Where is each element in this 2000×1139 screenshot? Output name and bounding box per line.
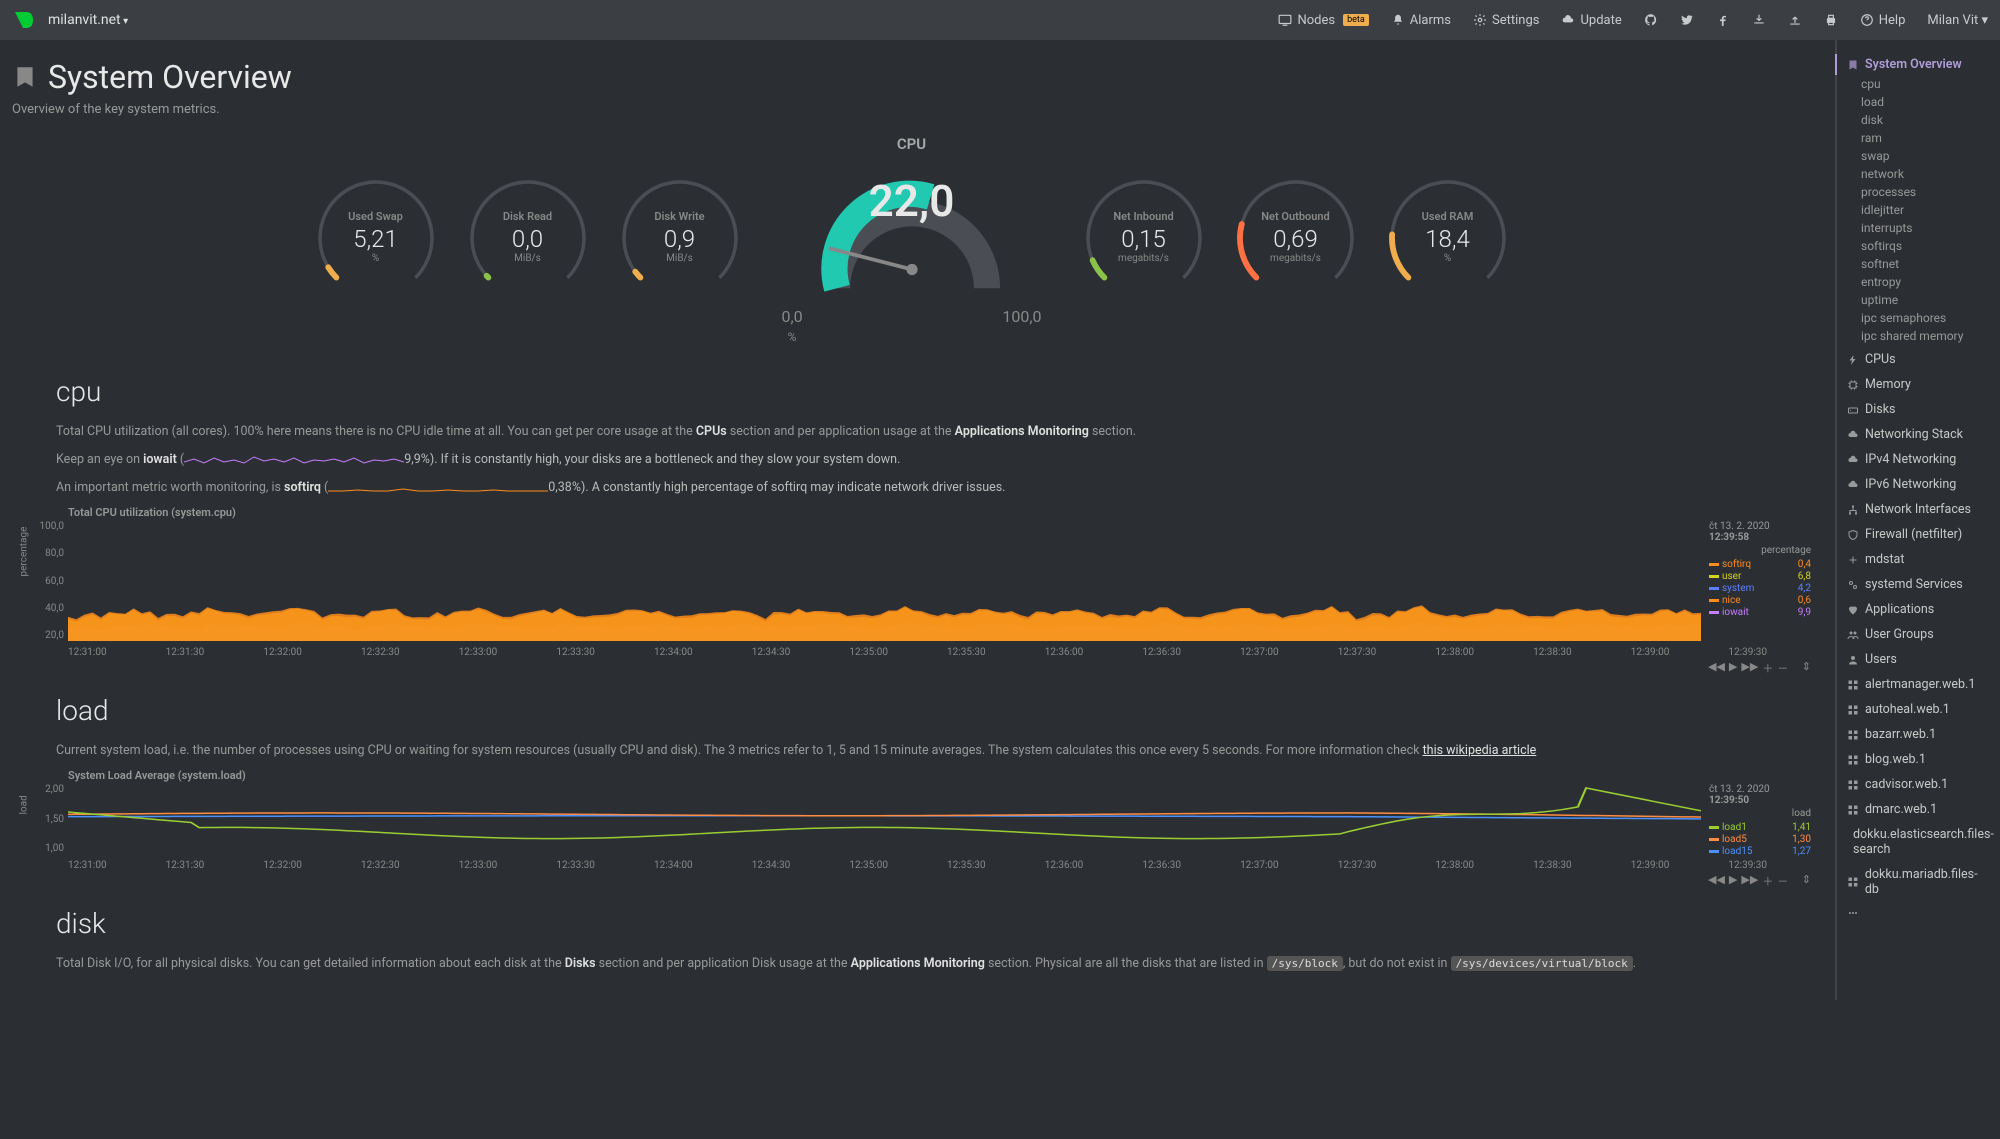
right-sidebar: System Overviewcpuloaddiskramswapnetwork…	[1835, 40, 2000, 1000]
gauge-netin[interactable]: Net Inbound 0,15 megabits/s	[1074, 168, 1214, 312]
load-desc: Current system load, i.e. the number of …	[56, 741, 1811, 761]
sidebar-item-systemd-services[interactable]: systemd Services	[1843, 574, 1994, 595]
section-title-disk: disk	[56, 907, 1811, 940]
page-title: System Overview	[48, 58, 292, 96]
sidebar-sub-softnet[interactable]: softnet	[1843, 255, 1994, 273]
sidebar-item-memory[interactable]: Memory	[1843, 374, 1994, 395]
chart-zoom-out[interactable]: －	[1777, 873, 1788, 889]
sidebar-item-user-groups[interactable]: User Groups	[1843, 624, 1994, 645]
sidebar-sub-swap[interactable]: swap	[1843, 147, 1994, 165]
nav-user-menu[interactable]: Milan Vit ▾	[1927, 13, 1988, 28]
sidebar-item-system-overview[interactable]: System Overview	[1835, 54, 1994, 75]
gauge-ram[interactable]: Used RAM 18,4 %	[1378, 168, 1518, 312]
sidebar-sub-uptime[interactable]: uptime	[1843, 291, 1994, 309]
cpu-desc-3: An important metric worth monitoring, is…	[56, 478, 1811, 498]
chart-rewind[interactable]: ◀◀	[1708, 660, 1725, 676]
sidebar-item-dokku-mariadb-files-db[interactable]: dokku.mariadb.files-db	[1843, 864, 1994, 900]
chart-rewind[interactable]: ◀◀	[1708, 873, 1725, 889]
sidebar-sub-disk[interactable]: disk	[1843, 111, 1994, 129]
nav-twitter-icon[interactable]	[1680, 13, 1694, 27]
cpu-chart-canvas[interactable]	[68, 521, 1701, 645]
sidebar-sub-ipc-semaphores[interactable]: ipc semaphores	[1843, 309, 1994, 327]
bookmark-icon	[12, 64, 38, 90]
sidebar-item-cadvisor-web-1[interactable]: cadvisor.web.1	[1843, 774, 1994, 795]
nav-facebook-icon[interactable]	[1716, 13, 1730, 27]
chart-resize[interactable]: ⇕	[1802, 873, 1811, 889]
section-title-load: load	[56, 694, 1811, 727]
sidebar-item-ipv6-networking[interactable]: IPv6 Networking	[1843, 474, 1994, 495]
sidebar-sub-idlejitter[interactable]: idlejitter	[1843, 201, 1994, 219]
chart-zoom-out[interactable]: －	[1777, 660, 1788, 676]
sidebar-item-cpus[interactable]: CPUs	[1843, 349, 1994, 370]
section-title-cpu: cpu	[56, 375, 1811, 408]
gauge-cpu-main[interactable]: CPU 22,0 0,0%100,0	[782, 135, 1042, 345]
load-chart: System Load Average (system.load) load 2…	[24, 769, 1811, 889]
sidebar-sub-entropy[interactable]: entropy	[1843, 273, 1994, 291]
chart-play[interactable]: ▶	[1729, 873, 1737, 889]
sidebar-sub-ipc-shared-memory[interactable]: ipc shared memory	[1843, 327, 1994, 345]
sidebar-item-bazarr-web-1[interactable]: bazarr.web.1	[1843, 724, 1994, 745]
cpu-desc-1: Total CPU utilization (all cores). 100% …	[56, 422, 1811, 442]
sidebar-item-dokku-elasticsearch-files-search[interactable]: dokku.elasticsearch.files-search	[1843, 824, 1994, 860]
nav-download-icon[interactable]	[1752, 13, 1766, 27]
wikipedia-link[interactable]: this wikipedia article	[1423, 743, 1537, 758]
gauge-swap[interactable]: Used Swap 5,21 %	[306, 168, 446, 312]
chart-play[interactable]: ▶	[1729, 660, 1737, 676]
nav-alarms[interactable]: Alarms	[1391, 13, 1451, 28]
sidebar-sub-processes[interactable]: processes	[1843, 183, 1994, 201]
nav-help[interactable]: Help	[1860, 13, 1906, 28]
sidebar-item-autoheal-web-1[interactable]: autoheal.web.1	[1843, 699, 1994, 720]
sidebar-sub-interrupts[interactable]: interrupts	[1843, 219, 1994, 237]
sidebar-item-dmarc-web-1[interactable]: dmarc.web.1	[1843, 799, 1994, 820]
sidebar-sub-softirqs[interactable]: softirqs	[1843, 237, 1994, 255]
netdata-logo-icon	[12, 8, 36, 32]
sidebar-item-alertmanager-web-1[interactable]: alertmanager.web.1	[1843, 674, 1994, 695]
sidebar-item-applications[interactable]: Applications	[1843, 599, 1994, 620]
disk-desc: Total Disk I/O, for all physical disks. …	[56, 954, 1811, 974]
nav-print-icon[interactable]	[1824, 13, 1838, 27]
gauges-row: Used Swap 5,21 % Disk Read 0,0 MiB/s Dis…	[12, 135, 1811, 345]
cpu-chart: Total CPU utilization (system.cpu) perce…	[24, 506, 1811, 676]
nav-settings[interactable]: Settings	[1473, 13, 1539, 28]
sidebar-item-disks[interactable]: Disks	[1843, 399, 1994, 420]
sidebar-item-network-interfaces[interactable]: Network Interfaces	[1843, 499, 1994, 520]
chart-zoom-in[interactable]: ＋	[1762, 873, 1773, 889]
sidebar-item-firewall-netfilter-[interactable]: Firewall (netfilter)	[1843, 524, 1994, 545]
load-chart-canvas[interactable]	[68, 784, 1701, 858]
softirq-sparkline	[328, 483, 548, 493]
gauge-netout[interactable]: Net Outbound 0,69 megabits/s	[1226, 168, 1366, 312]
chart-resize[interactable]: ⇕	[1802, 660, 1811, 676]
cpu-chart-title: Total CPU utilization (system.cpu)	[68, 506, 1811, 519]
chart-forward[interactable]: ▶▶	[1741, 660, 1758, 676]
cpu-chart-ylabel: percentage	[19, 527, 30, 577]
cpu-desc-2: Keep an eye on iowait (9,9%). If it is c…	[56, 450, 1811, 470]
page-subtitle: Overview of the key system metrics.	[12, 102, 1811, 117]
hostname-dropdown[interactable]: milanvit.net	[48, 12, 128, 28]
load-chart-ylabel: load	[19, 795, 30, 814]
top-navbar: milanvit.net Nodesbeta Alarms Settings Upda…	[0, 0, 2000, 40]
sidebar-item-ipv4-networking[interactable]: IPv4 Networking	[1843, 449, 1994, 470]
chart-forward[interactable]: ▶▶	[1741, 873, 1758, 889]
sidebar-item-networking-stack[interactable]: Networking Stack	[1843, 424, 1994, 445]
load-chart-legend: čt 13. 2. 202012:39:50loadload11,41load5…	[1701, 784, 1811, 858]
sidebar-sub-cpu[interactable]: cpu	[1843, 75, 1994, 93]
sidebar-item-more[interactable]	[1843, 904, 1994, 922]
nav-upload-icon[interactable]	[1788, 13, 1802, 27]
gauge-diskwrite[interactable]: Disk Write 0,9 MiB/s	[610, 168, 750, 312]
sidebar-item-mdstat[interactable]: mdstat	[1843, 549, 1994, 570]
nav-github-icon[interactable]	[1644, 13, 1658, 27]
sidebar-sub-ram[interactable]: ram	[1843, 129, 1994, 147]
cpu-chart-legend: čt 13. 2. 202012:39:58percentagesoftirq0…	[1701, 521, 1811, 645]
chart-zoom-in[interactable]: ＋	[1762, 660, 1773, 676]
nav-nodes[interactable]: Nodesbeta	[1278, 13, 1368, 28]
sidebar-sub-network[interactable]: network	[1843, 165, 1994, 183]
sidebar-item-users[interactable]: Users	[1843, 649, 1994, 670]
iowait-sparkline	[184, 455, 404, 465]
load-chart-title: System Load Average (system.load)	[68, 769, 1811, 782]
sidebar-item-blog-web-1[interactable]: blog.web.1	[1843, 749, 1994, 770]
gauge-diskread[interactable]: Disk Read 0,0 MiB/s	[458, 168, 598, 312]
nav-update[interactable]: Update	[1561, 13, 1621, 28]
sidebar-sub-load[interactable]: load	[1843, 93, 1994, 111]
